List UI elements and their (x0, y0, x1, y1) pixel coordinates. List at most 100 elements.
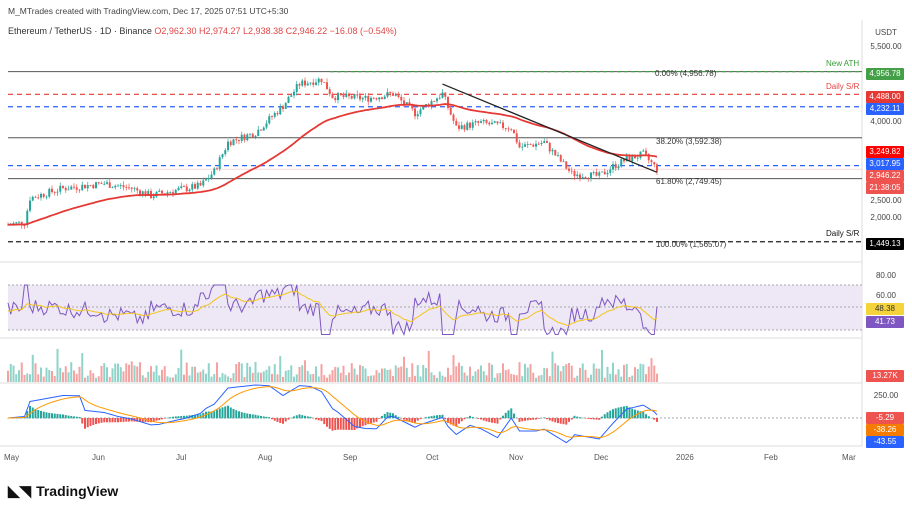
candle-body (279, 106, 282, 115)
macd-histogram-bar (323, 418, 326, 425)
volume-bar (653, 365, 656, 382)
candle-body (224, 150, 227, 155)
macd-histogram-bar (122, 418, 125, 422)
volume-bar (64, 366, 67, 382)
candle-body (202, 180, 205, 186)
candle-body (48, 188, 51, 197)
candle-body (540, 142, 543, 144)
volume-bar (614, 374, 617, 382)
x-tick: May (4, 453, 20, 462)
macd-histogram-bar (441, 414, 444, 419)
candle-body (117, 185, 119, 187)
tradingview-logo[interactable]: ◣◥ TradingView (8, 482, 118, 500)
volume-bar (339, 372, 342, 382)
candle-body (221, 154, 224, 158)
macd-histogram-bar (152, 418, 155, 422)
candle-body (103, 183, 106, 185)
volume-bar (42, 376, 45, 382)
volume-bar (191, 366, 194, 382)
candle-body (317, 78, 320, 83)
candle-body (287, 96, 290, 104)
candle-body (144, 191, 147, 196)
macd-histogram-bar (480, 418, 482, 420)
candle-body (128, 187, 130, 189)
volume-bar (218, 377, 221, 382)
candle-body (152, 196, 155, 199)
candle-body (282, 106, 284, 109)
candle-body (642, 150, 645, 152)
volume-bar (642, 364, 645, 382)
volume-bar (227, 376, 229, 382)
macd-histogram-bar (521, 418, 524, 422)
macd-histogram-bar (372, 418, 375, 423)
volume-bar (502, 363, 504, 382)
macd-histogram-bar (334, 418, 337, 431)
volume-bar (202, 369, 205, 382)
volume-bar (328, 374, 331, 382)
macd-histogram-bar (463, 418, 466, 420)
macd-histogram-bar (64, 415, 67, 419)
candle-body (548, 142, 551, 152)
macd-histogram-bar (290, 417, 293, 419)
macd-histogram-bar (207, 411, 210, 419)
volume-bar (408, 377, 411, 382)
macd-histogram-bar (161, 418, 163, 420)
macd-histogram-bar (438, 415, 441, 419)
macd-histogram-bar (106, 418, 108, 423)
macd-histogram-bar (331, 418, 334, 431)
candle-body (273, 112, 276, 117)
candle-body (210, 174, 213, 179)
candle-body (458, 125, 460, 129)
candle-body (141, 191, 144, 195)
volume-bar (196, 372, 199, 382)
symbol-legend[interactable]: Ethereum / TetherUS · 1D · Binance O2,96… (8, 26, 397, 36)
macd-histogram-bar (447, 418, 449, 423)
volume-bar (403, 356, 405, 382)
candle-body (400, 96, 403, 101)
candle-body (433, 101, 436, 102)
macd-histogram-bar (40, 410, 42, 419)
open-value: O2,962.30 (154, 26, 197, 36)
candle-body (81, 184, 84, 191)
level-price-tag: 4,232.11 (866, 103, 904, 115)
macd-histogram-bar (642, 411, 645, 419)
candle-body (86, 185, 89, 189)
macd-histogram-bar (139, 418, 141, 422)
candle-body (227, 141, 229, 151)
volume-bar (273, 364, 276, 382)
macd-histogram-bar (246, 413, 249, 419)
volume-bar (543, 367, 546, 382)
x-tick: 2026 (676, 453, 694, 462)
candle-body (378, 97, 381, 100)
rsi-line (7, 284, 658, 336)
volume-bar (194, 366, 196, 382)
macd-histogram-bar (353, 418, 356, 430)
candle-body (579, 174, 581, 179)
candle-body (636, 157, 639, 159)
volume-bar (518, 362, 521, 382)
macd-histogram-bar (100, 418, 103, 423)
macd-histogram-bar (455, 418, 458, 427)
volume-bar (425, 368, 427, 382)
candle-body (100, 183, 103, 184)
candle-body (205, 179, 207, 181)
volume-bar (304, 360, 306, 382)
candle-body (51, 188, 53, 193)
candle-body (70, 186, 73, 190)
symbol-name: Ethereum / TetherUS · 1D · Binance (8, 26, 152, 36)
macd-histogram-bar (601, 416, 603, 419)
candle-body (537, 143, 540, 145)
candle-body (147, 190, 150, 196)
volume-bar (144, 377, 147, 382)
volume-bar (103, 363, 106, 382)
volume-bar (353, 368, 356, 382)
volume-bar (367, 376, 370, 382)
macd-histogram-bar (284, 418, 287, 422)
sr-low-price-tag: 1,449.13 (866, 238, 904, 250)
volume-bar (356, 374, 359, 382)
volume-bar (15, 374, 18, 382)
macd-histogram-bar (276, 418, 279, 422)
volume-bar (108, 376, 111, 382)
macd-histogram-bar (293, 416, 295, 419)
